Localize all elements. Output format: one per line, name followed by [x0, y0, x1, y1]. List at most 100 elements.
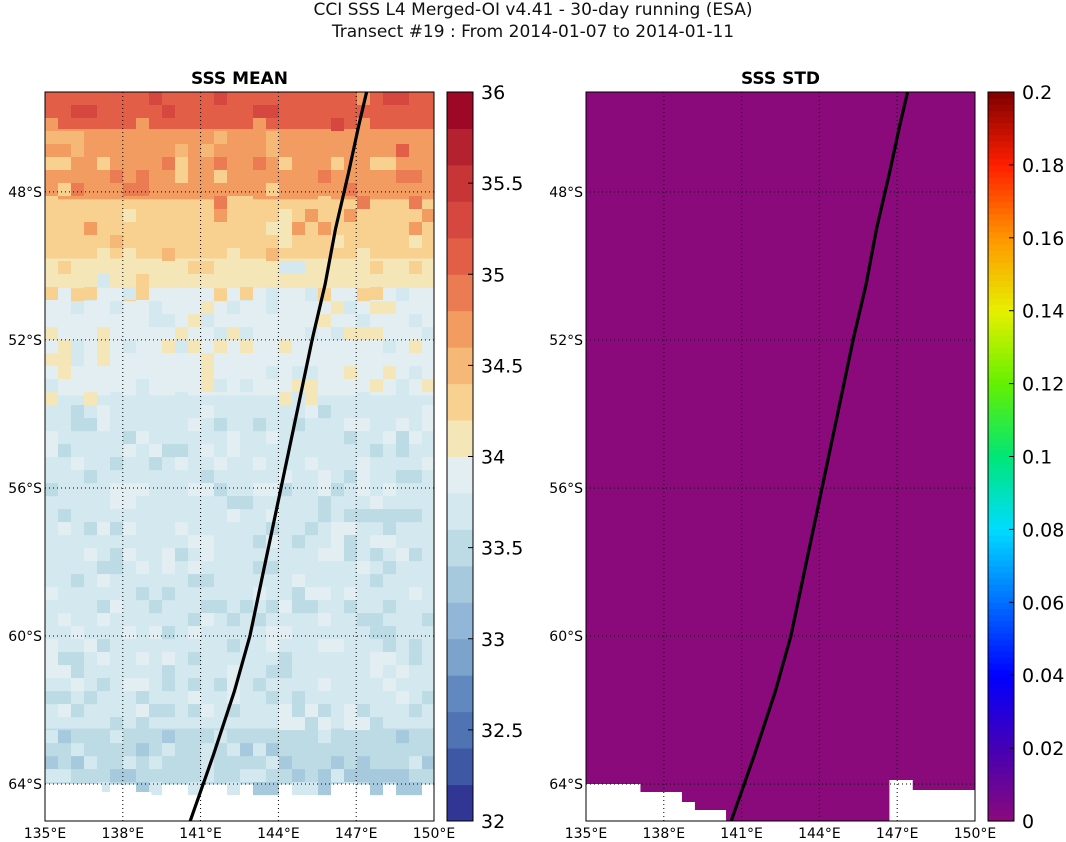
salinity-cell [188, 613, 201, 627]
salinity-cell [84, 756, 97, 770]
salinity-cell [383, 678, 396, 692]
colorbar-segment [988, 711, 1014, 719]
colorbar-segment [988, 249, 1014, 257]
salinity-cell [45, 196, 58, 209]
salinity-cell [71, 340, 84, 354]
colorbar-segment [988, 256, 1014, 263]
colorbar-segment [988, 778, 1014, 786]
salinity-cell [188, 314, 201, 328]
salinity-cell [71, 353, 84, 367]
salinity-cell [71, 756, 84, 770]
salinity-cell [357, 327, 370, 341]
salinity-cell [84, 522, 97, 536]
salinity-cell [383, 600, 396, 614]
salinity-band [45, 129, 434, 156]
salinity-cell [292, 782, 305, 796]
salinity-cell [266, 183, 279, 196]
colorbar-segment [988, 663, 1014, 670]
colorbar-segment [988, 322, 1014, 330]
salinity-cell [97, 652, 110, 666]
salinity-cell [71, 574, 84, 588]
salinity-cell [266, 222, 279, 235]
salinity-cell [409, 261, 422, 274]
salinity-cell [227, 196, 240, 209]
salinity-cell [240, 340, 253, 354]
salinity-cell [266, 431, 279, 445]
salinity-cell [214, 131, 227, 144]
salinity-cell [136, 717, 149, 731]
salinity-cell [396, 782, 409, 796]
colorbar-segment [988, 413, 1014, 421]
colorbar-segment [447, 565, 473, 603]
salinity-cell [214, 170, 227, 183]
salinity-cell [305, 457, 318, 471]
salinity-cell [162, 652, 175, 666]
salinity-cell [396, 418, 409, 432]
salinity-cell [422, 613, 434, 627]
salinity-cell [162, 587, 175, 601]
colorbar-segment [447, 237, 473, 275]
salinity-cell [201, 483, 214, 497]
colorbar-segment [988, 784, 1014, 792]
salinity-cell [396, 665, 409, 679]
colorbar-segment [988, 729, 1014, 737]
salinity-cell [136, 118, 149, 131]
colorbar-segment [447, 128, 473, 166]
colorbar-segment [988, 748, 1014, 755]
figure-title: CCI SSS L4 Merged-OI v4.41 - 30-day runn… [313, 0, 753, 20]
salinity-cell [422, 418, 434, 432]
salinity-cell [45, 392, 58, 406]
salinity-cell [266, 639, 279, 653]
salinity-cell [305, 392, 318, 406]
colorbar-segment [988, 164, 1014, 172]
y-tick-label: 48°S [8, 185, 42, 201]
salinity-cell [149, 704, 162, 718]
salinity-cell [58, 613, 71, 627]
salinity-cell [344, 587, 357, 601]
colorbar-segment [988, 511, 1014, 518]
salinity-cell [110, 235, 123, 248]
salinity-cell [357, 196, 370, 209]
colorbar-segment [988, 177, 1014, 184]
salinity-cell [383, 769, 396, 783]
salinity-cell [175, 444, 188, 458]
salinity-cell [162, 678, 175, 692]
y-tick-label: 56°S [8, 481, 42, 497]
salinity-cell [201, 444, 214, 458]
salinity-cell [188, 483, 201, 497]
salinity-cell [409, 782, 422, 796]
salinity-cell [214, 418, 227, 432]
salinity-cell [253, 457, 266, 471]
salinity-cell [71, 652, 84, 666]
salinity-cell [71, 105, 84, 118]
salinity-cell [396, 144, 409, 157]
salinity-cell [58, 769, 71, 783]
colorbar-segment [988, 529, 1014, 537]
salinity-cell [409, 340, 422, 354]
colorbar-segment [988, 189, 1014, 196]
salinity-cell [305, 379, 318, 393]
salinity-cell [136, 392, 149, 406]
colorbar-segment [988, 116, 1014, 123]
salinity-cell [45, 157, 58, 170]
colorbar-segment [988, 675, 1014, 682]
salinity-cell [97, 327, 110, 341]
salinity-cell [149, 314, 162, 328]
salinity-cell [188, 418, 201, 432]
colorbar-segment [988, 347, 1014, 354]
salinity-cell [71, 301, 84, 315]
salinity-cell [409, 470, 422, 484]
salinity-cell [84, 222, 97, 235]
x-tick-label: 144°E [798, 826, 841, 842]
colorbar-tick-label: 33 [481, 629, 505, 651]
salinity-cell [188, 574, 201, 588]
salinity-cell [71, 131, 84, 144]
salinity-cell [318, 639, 331, 653]
salinity-cell [227, 639, 240, 653]
salinity-cell [331, 769, 344, 783]
salinity-cell [58, 665, 71, 679]
salinity-cell [409, 196, 422, 209]
salinity-cell [84, 392, 97, 406]
salinity-cell [292, 366, 305, 380]
salinity-cell [370, 535, 383, 549]
